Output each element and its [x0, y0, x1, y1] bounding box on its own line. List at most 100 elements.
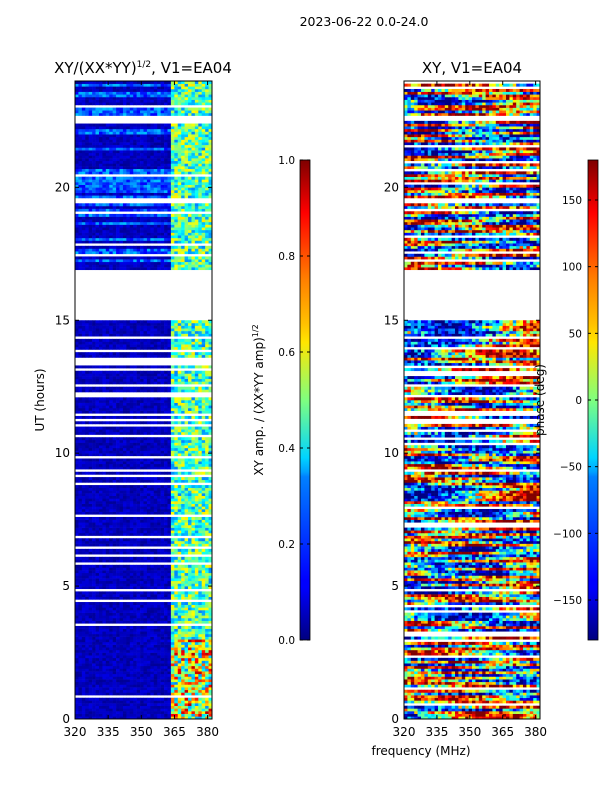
heatmap-cell	[167, 655, 172, 659]
heatmap-cell	[129, 439, 134, 443]
heatmap-cell	[208, 567, 212, 571]
heatmap-cell	[191, 501, 196, 504]
heatmap-cell	[129, 564, 134, 568]
heatmap-cell	[184, 493, 189, 496]
heatmap-cell	[153, 684, 158, 688]
heatmap-cell	[164, 607, 168, 611]
heatmap-cell	[174, 426, 179, 430]
heatmap-cell	[191, 633, 196, 637]
heatmap-cell	[126, 346, 131, 350]
heatmap-cell	[177, 493, 182, 496]
heatmap-cell	[98, 463, 103, 467]
heatmap-cell	[170, 402, 175, 406]
heatmap-cell	[129, 410, 134, 414]
heatmap-cell	[174, 527, 179, 531]
heatmap-cell	[208, 586, 212, 590]
heatmap-cell	[198, 689, 203, 693]
heatmap-cell	[201, 671, 206, 675]
heatmap-cell	[150, 644, 155, 648]
heatmap-cell	[75, 615, 79, 619]
heatmap-cell	[188, 458, 192, 462]
heatmap-cell	[129, 673, 134, 677]
amplitude-title: XY/(XX*YY)1/2, V1=EA04	[54, 59, 232, 77]
heatmap-cell	[167, 649, 172, 653]
heatmap-cell	[122, 596, 127, 600]
heatmap-cell	[164, 325, 168, 329]
heatmap-cell	[116, 556, 120, 560]
heatmap-cell	[201, 564, 206, 568]
heatmap-cell	[143, 620, 148, 624]
heatmap-cell	[105, 612, 110, 616]
heatmap-cell	[140, 668, 144, 672]
heatmap-cell	[164, 649, 168, 653]
heatmap-cell	[116, 415, 120, 419]
heatmap-cell	[81, 479, 86, 483]
heatmap-cell	[85, 487, 89, 491]
heatmap-cell	[146, 543, 151, 547]
heatmap-cell	[136, 415, 141, 419]
heatmap-cell	[102, 705, 107, 709]
heatmap-cell	[177, 631, 182, 635]
heatmap-cell	[133, 617, 137, 621]
heatmap-cell	[150, 689, 155, 693]
heatmap-cell	[143, 508, 148, 512]
heatmap-cell	[133, 625, 137, 629]
heatmap-cell	[150, 471, 155, 475]
heatmap-cell	[136, 320, 141, 324]
heatmap-cell	[133, 652, 137, 656]
heatmap-cell	[167, 376, 172, 380]
heatmap-cell	[157, 267, 161, 271]
heatmap-cell	[140, 405, 144, 409]
heatmap-cell	[122, 471, 127, 475]
heatmap-cell	[201, 700, 206, 704]
heatmap-cell	[126, 610, 131, 613]
heatmap-cell	[88, 631, 93, 635]
heatmap-cell	[119, 461, 124, 465]
heatmap-cell	[160, 625, 165, 629]
heatmap-cell	[167, 511, 172, 515]
heatmap-cell	[88, 575, 93, 579]
heatmap-cell	[177, 516, 182, 520]
heatmap-cell	[208, 633, 212, 637]
heatmap-cell	[160, 596, 165, 600]
heatmap-cell	[78, 596, 83, 600]
heatmap-cell	[177, 700, 182, 704]
heatmap-cell	[164, 498, 168, 502]
heatmap-cell	[208, 676, 212, 680]
heatmap-cell	[205, 663, 209, 667]
heatmap-cell	[122, 506, 127, 510]
heatmap-cell	[88, 652, 93, 656]
heatmap-cell	[150, 479, 155, 483]
heatmap-cell	[181, 663, 185, 667]
heatmap-cell	[181, 580, 185, 584]
heatmap-cell	[198, 370, 203, 374]
heatmap-cell	[102, 485, 107, 489]
heatmap-cell	[177, 625, 182, 629]
heatmap-cell	[143, 341, 148, 345]
heatmap-cell	[160, 508, 165, 512]
heatmap-cell	[129, 604, 134, 608]
heatmap-cell	[184, 405, 189, 409]
heatmap-cell	[98, 479, 103, 483]
heatmap-cell	[126, 700, 131, 704]
heatmap-cell	[153, 333, 158, 337]
heatmap-cell	[98, 511, 103, 515]
heatmap-cell	[88, 493, 93, 496]
heatmap-cell	[102, 538, 107, 542]
heatmap-cell	[109, 447, 113, 451]
heatmap-cell	[164, 540, 168, 544]
heatmap-cell	[181, 341, 185, 345]
heatmap-cell	[78, 708, 83, 712]
heatmap-cell	[198, 711, 203, 714]
heatmap-cell	[160, 708, 165, 712]
heatmap-cell	[164, 338, 168, 342]
heatmap-cell	[105, 708, 110, 712]
heatmap-cell	[109, 567, 113, 571]
heatmap-cell	[170, 567, 175, 571]
heatmap-cell	[109, 594, 113, 598]
heatmap-cell	[116, 647, 120, 651]
heatmap-cell	[136, 495, 141, 499]
heatmap-cell	[188, 564, 192, 568]
heatmap-cell	[88, 370, 93, 374]
heatmap-cell	[109, 663, 113, 667]
